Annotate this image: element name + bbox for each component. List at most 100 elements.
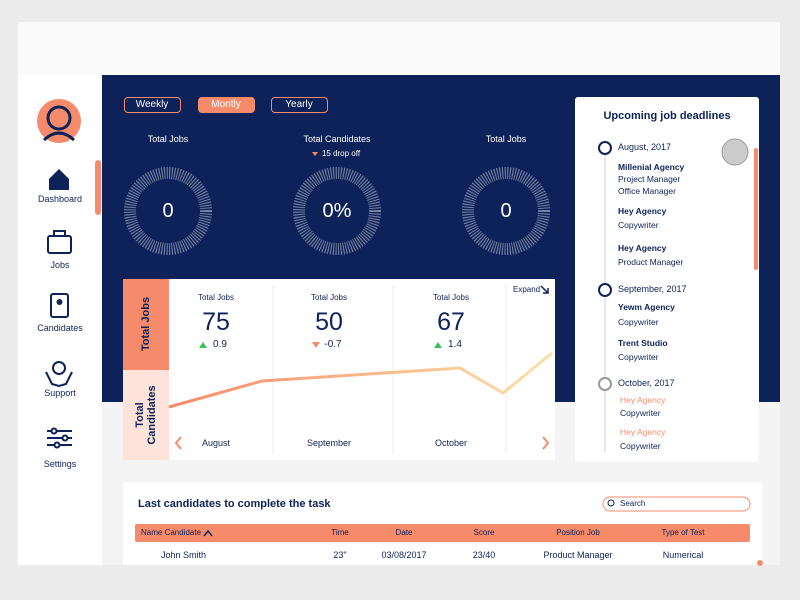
column-header[interactable]: Position Job — [556, 528, 600, 537]
donut-value: 0% — [322, 200, 352, 222]
nav-label[interactable]: Support — [44, 388, 76, 398]
stat-label: Total Jobs — [197, 293, 235, 302]
up-triangle — [199, 342, 207, 348]
settings-icon — [47, 427, 72, 449]
donut — [462, 167, 550, 255]
column-header[interactable]: Name Candidate — [141, 528, 202, 537]
donut-value: 0 — [162, 200, 174, 222]
nav-label[interactable]: Jobs — [50, 260, 70, 270]
cell: John Smith — [161, 550, 207, 560]
role: Office Manager — [618, 186, 676, 196]
expand-icon[interactable] — [540, 285, 549, 294]
tab-label[interactable]: Yearly — [285, 99, 313, 110]
stat-label: Total Jobs — [310, 293, 348, 302]
cell: 03/08/2017 — [381, 550, 427, 560]
role: Copywriter — [618, 352, 659, 362]
role: Copywriter — [620, 441, 661, 451]
nav-label[interactable]: Settings — [43, 459, 77, 469]
candidates-icon — [50, 293, 69, 318]
company[interactable]: Millenial Agency — [618, 162, 685, 172]
company[interactable]: Hey Agency — [618, 243, 667, 253]
trend-line — [168, 351, 553, 409]
tab-label[interactable]: Montly — [211, 99, 241, 110]
up-triangle — [434, 342, 442, 348]
company[interactable]: Yewm Agency — [618, 302, 675, 312]
tab[interactable] — [271, 97, 328, 113]
dot — [757, 560, 763, 566]
donut — [293, 167, 381, 255]
avatar-small — [721, 138, 749, 166]
month-label: September — [306, 438, 352, 448]
active-indicator — [95, 160, 101, 215]
role: Project Manager — [618, 174, 681, 184]
prev-arrow[interactable] — [174, 436, 182, 450]
timeline-dot — [598, 377, 612, 391]
cell: Numerical — [662, 550, 704, 560]
stat-change: -0.7 — [324, 339, 342, 350]
month-label: August — [201, 438, 231, 448]
cell: 23/40 — [472, 550, 496, 560]
donut — [124, 167, 212, 255]
tab[interactable] — [198, 97, 255, 113]
search-box[interactable] — [602, 496, 751, 512]
donut-title: Total Jobs — [147, 134, 189, 144]
down-triangle — [312, 152, 318, 156]
stat-value: 75 — [202, 308, 230, 336]
side-label[interactable]: Total Jobs — [139, 296, 152, 352]
table-header — [135, 524, 750, 542]
donut-title: Total Jobs — [485, 134, 527, 144]
search-label[interactable]: Search — [620, 499, 646, 508]
candidates-icon-head — [56, 299, 63, 305]
company[interactable]: Hey Agency — [618, 206, 667, 216]
sidebar — [18, 75, 102, 565]
panel-dividers — [272, 285, 507, 455]
expand-label[interactable]: Expand — [513, 285, 541, 294]
avatar-body — [42, 131, 76, 142]
table-card — [123, 482, 762, 565]
cell: Product Manager — [543, 550, 613, 560]
deadlines-title: Upcoming job deadlines — [603, 110, 731, 122]
sort-icon[interactable] — [203, 529, 213, 537]
role: Copywriter — [618, 317, 659, 327]
next-arrow[interactable] — [542, 436, 550, 450]
role: Copywriter — [618, 220, 659, 230]
stats-panel — [123, 279, 555, 460]
donut-note: 15 drop off — [321, 149, 361, 158]
column-header[interactable]: Score — [473, 528, 495, 537]
support-icon-hands — [45, 371, 73, 388]
side-tab[interactable] — [123, 370, 169, 460]
stat-change: 0.9 — [213, 339, 227, 350]
home-icon — [49, 169, 69, 190]
timeline-dot — [598, 283, 612, 297]
column-header[interactable]: Date — [395, 528, 413, 537]
cell: 23" — [333, 550, 347, 560]
column-header[interactable]: Type of Test — [661, 528, 705, 537]
stat-change: 1.4 — [448, 339, 462, 350]
company[interactable]: Hey Agency — [620, 427, 666, 437]
jobs-icon-handle — [53, 230, 66, 237]
side-label[interactable]: Total Candidates — [133, 385, 158, 445]
company[interactable]: Trent Studio — [618, 338, 668, 348]
deadline-date: August, 2017 — [618, 142, 672, 152]
stat-value: 50 — [315, 308, 343, 336]
scrollbar[interactable] — [754, 148, 758, 270]
nav-label[interactable]: Dashboard — [37, 194, 83, 204]
role: Product Manager — [618, 257, 684, 267]
deadline-date: September, 2017 — [618, 284, 687, 294]
column-header[interactable]: Time — [331, 528, 349, 537]
company[interactable]: Hey Agency — [620, 395, 666, 405]
search-icon — [607, 499, 615, 507]
deadline-date: October, 2017 — [618, 378, 675, 388]
timeline-dot — [598, 141, 612, 155]
support-icon — [52, 361, 66, 375]
side-tab-active[interactable] — [123, 279, 169, 370]
nav-label[interactable]: Candidates — [37, 323, 83, 333]
role: Copywriter — [620, 408, 661, 418]
top-bar — [18, 22, 780, 75]
tab-label[interactable]: Weekly — [135, 99, 169, 110]
tab[interactable] — [124, 97, 181, 113]
donut-value: 0 — [500, 200, 512, 222]
